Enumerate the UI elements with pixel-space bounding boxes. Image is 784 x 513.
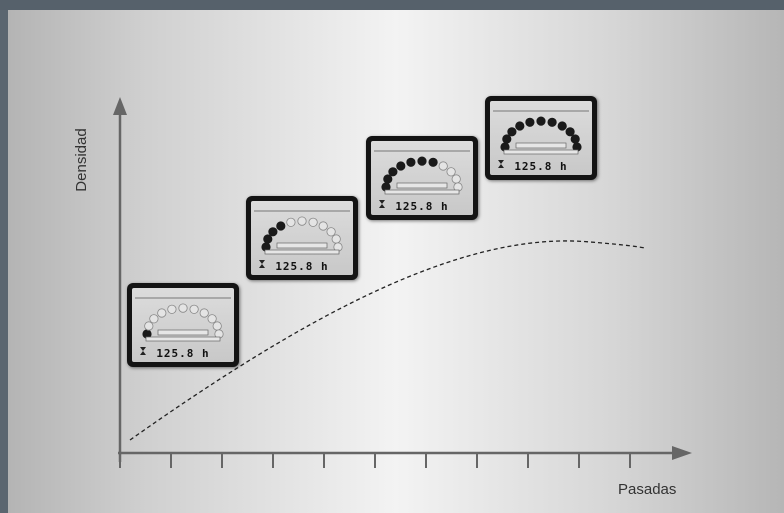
diagram-panel [8,10,784,513]
gauge-dot [297,216,307,226]
y-axis-arrow [113,97,127,115]
top-band [0,0,784,10]
hours-readout: 125.8 h [514,160,568,173]
hours-readout: 125.8 h [156,347,210,360]
gauge-screen: 125.8 h [251,201,353,275]
hourglass-icon [498,160,504,168]
gauge-dot [502,134,512,144]
gauge-dot [286,217,296,227]
hourglass-icon [379,200,385,208]
gauge-dot [383,174,393,184]
hours-readout: 125.8 h [275,260,329,273]
hours-readout: 125.8 h [395,200,449,213]
gauge-bar [515,142,567,149]
gauge-dot-arc [374,150,470,208]
gauge-dot [326,227,336,237]
y-axis-label: Densidad [73,128,90,192]
gauge-dot [565,127,575,137]
gauge-dot [144,321,154,331]
gauge-dot [406,157,416,167]
gauge-dot [570,134,580,144]
gauge-bar [396,182,448,189]
gauge-bar [157,329,209,336]
compaction-gauge-1: 125.8 h [127,283,239,367]
gauge-dot [417,156,427,166]
gauge-dot [276,221,286,231]
gauge-dot [536,116,546,126]
gauge-bar [145,336,221,342]
gauge-bar [276,242,328,249]
gauge-dot [189,304,199,314]
gauge-dot [515,121,525,131]
gauge-dot [525,117,535,127]
gauge-dot-arc [254,210,350,268]
gauge-dot [446,167,456,177]
compaction-gauge-2: 125.8 h [246,196,358,280]
x-axis-arrow [672,446,692,460]
gauge-screen: 125.8 h [132,288,234,362]
gauge-dot [396,161,406,171]
gauge-dot [167,304,177,314]
gauge-dot [428,157,438,167]
hourglass-icon [259,260,265,268]
hourglass-icon [140,347,146,355]
gauge-dot [308,217,318,227]
gauge-screen: 125.8 h [490,101,592,175]
gauge-dot [507,127,517,137]
x-axis-ticks [119,453,631,468]
gauge-dot [199,308,209,318]
gauge-dot [263,234,273,244]
gauge-dot [178,303,188,313]
gauge-bar [384,189,460,195]
gauge-dot [388,167,398,177]
gauge-dot [149,314,159,324]
compaction-gauge-4: 125.8 h [485,96,597,180]
gauge-bar [503,149,579,155]
density-curve [129,240,646,441]
gauge-dot [331,234,341,244]
gauge-dot [318,221,328,231]
gauge-dot [438,161,448,171]
gauge-dot-arc [493,110,589,168]
gauge-bar [264,249,340,255]
gauge-dot [451,174,461,184]
gauge-dot-arc [135,297,231,355]
gauge-screen: 125.8 h [371,141,473,215]
compaction-gauge-3: 125.8 h [366,136,478,220]
gauge-dot [157,308,167,318]
gauge-dot [268,227,278,237]
gauge-dot [557,121,567,131]
x-axis-label: Pasadas [618,481,677,498]
gauge-dot [212,321,222,331]
gauge-dot [547,117,557,127]
gauge-dot [207,314,217,324]
